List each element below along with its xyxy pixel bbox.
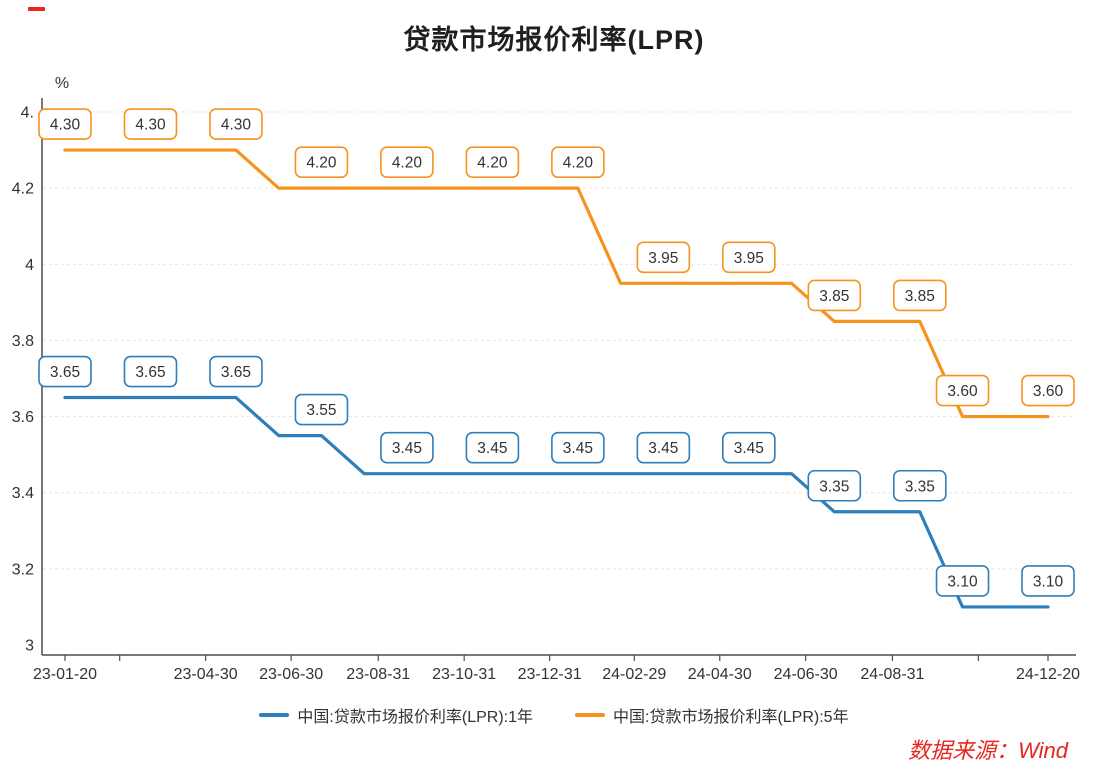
data-label-text: 3.35 bbox=[819, 478, 849, 495]
chart-legend: 中国:贷款市场报价利率(LPR):1年 中国:贷款市场报价利率(LPR):5年 bbox=[0, 703, 1108, 727]
legend-swatch-5y-icon bbox=[575, 713, 605, 717]
data-label-text: 4.20 bbox=[563, 155, 594, 172]
y-axis-unit-label: % bbox=[55, 75, 69, 92]
y-tick-label: 4 bbox=[25, 257, 34, 274]
data-label-box bbox=[892, 279, 947, 312]
y-tick-label: 3.6 bbox=[12, 409, 34, 426]
x-tick-label: 23-01-20 bbox=[33, 666, 97, 683]
data-label-box bbox=[807, 279, 862, 312]
data-label-text: 3.85 bbox=[905, 288, 935, 305]
data-label-box bbox=[465, 146, 520, 178]
data-label-text: 3.45 bbox=[392, 440, 422, 457]
y-tick-label: 3.8 bbox=[12, 333, 34, 350]
data-label-text: 3.45 bbox=[477, 440, 507, 457]
legend-item-1y: 中国:贷款市场报价利率(LPR):1年 bbox=[259, 703, 533, 727]
data-label-text: 3.65 bbox=[221, 364, 251, 381]
data-label-box bbox=[380, 431, 434, 464]
y-tick-label: 3.4 bbox=[12, 485, 34, 502]
data-label-box bbox=[209, 108, 263, 140]
legend-item-5y: 中国:贷款市场报价利率(LPR):5年 bbox=[575, 703, 849, 727]
x-tick-label: 24-12-20 bbox=[1016, 666, 1080, 683]
x-tick-label: 24-04-30 bbox=[688, 666, 752, 683]
data-label-text: 3.35 bbox=[905, 478, 935, 495]
x-tick-label: 24-06-30 bbox=[774, 666, 838, 683]
data-label-text: 4.20 bbox=[392, 155, 423, 172]
data-label-text: 4.30 bbox=[221, 117, 252, 134]
data-label-text: 3.45 bbox=[648, 440, 678, 457]
lpr-line-chart: % 4. 4.2 4 3.8 3.6 3.4 3.2 3 23-01-20 23-04-30 23-… bbox=[12, 75, 1080, 683]
x-tick-label: 23-04-30 bbox=[174, 666, 238, 683]
data-label-box bbox=[294, 146, 349, 178]
data-source-label: 数据来源：Wind bbox=[908, 738, 1068, 763]
x-tick-label: 23-10-31 bbox=[432, 666, 496, 683]
x-tick-label: 23-06-30 bbox=[259, 666, 323, 683]
data-label-box bbox=[380, 146, 434, 178]
data-label-text: 4.20 bbox=[306, 155, 337, 172]
x-tick-label: 23-08-31 bbox=[346, 666, 410, 683]
y-tick-label: 4. bbox=[21, 105, 34, 122]
legend-label-1y: 中国:贷款市场报价利率(LPR):1年 bbox=[297, 709, 533, 726]
data-label-box bbox=[722, 241, 776, 274]
data-label-box bbox=[209, 355, 263, 388]
data-label-box bbox=[123, 108, 178, 140]
data-label-box bbox=[465, 431, 520, 464]
data-label-text: 3.45 bbox=[563, 440, 593, 457]
y-tick-label: 4.2 bbox=[12, 181, 34, 198]
data-label-box bbox=[935, 374, 990, 407]
data-label-text: 3.10 bbox=[1033, 573, 1064, 590]
y-tick-label: 3.2 bbox=[12, 561, 34, 578]
data-label-text: 3.85 bbox=[819, 288, 849, 305]
data-label-text: 3.65 bbox=[135, 364, 165, 381]
corner-red-dash bbox=[28, 7, 45, 11]
data-label-text: 3.60 bbox=[1033, 383, 1064, 400]
data-label-text: 3.55 bbox=[306, 402, 336, 419]
data-label-box bbox=[807, 469, 862, 502]
data-label-box bbox=[38, 108, 92, 140]
series-line-5y bbox=[63, 148, 1050, 419]
chart-title: 贷款市场报价利率(LPR) bbox=[403, 25, 705, 55]
data-label-box bbox=[123, 355, 178, 388]
data-label-box bbox=[636, 241, 691, 274]
data-label-box bbox=[1021, 565, 1075, 597]
data-label-box bbox=[935, 565, 990, 597]
x-tick-label: 24-08-31 bbox=[860, 666, 924, 683]
data-label-box bbox=[294, 393, 349, 426]
data-label-text: 4.20 bbox=[477, 155, 508, 172]
series-line-1y bbox=[63, 395, 1050, 609]
data-label-box bbox=[892, 469, 947, 502]
legend-swatch-1y-icon bbox=[259, 713, 290, 717]
x-tick-label: 24-02-29 bbox=[602, 666, 666, 683]
data-label-text: 4.30 bbox=[135, 117, 166, 134]
data-label-text: 3.60 bbox=[947, 383, 978, 400]
data-label-box bbox=[38, 355, 92, 388]
data-label-text: 3.65 bbox=[50, 364, 80, 381]
data-label-box bbox=[1021, 374, 1075, 407]
data-label-box bbox=[722, 431, 776, 464]
data-label-text: 3.95 bbox=[648, 250, 678, 267]
y-tick-label: 3 bbox=[25, 638, 34, 655]
data-label-box bbox=[636, 431, 691, 464]
data-label-box bbox=[551, 146, 605, 178]
x-tick-label: 23-12-31 bbox=[518, 666, 582, 683]
data-label-text: 3.45 bbox=[734, 440, 764, 457]
data-label-text: 3.95 bbox=[734, 250, 764, 267]
data-label-text: 3.10 bbox=[947, 573, 978, 590]
data-label-box bbox=[551, 431, 605, 464]
data-label-text: 4.30 bbox=[50, 117, 81, 134]
legend-label-5y: 中国:贷款市场报价利率(LPR):5年 bbox=[613, 709, 849, 726]
